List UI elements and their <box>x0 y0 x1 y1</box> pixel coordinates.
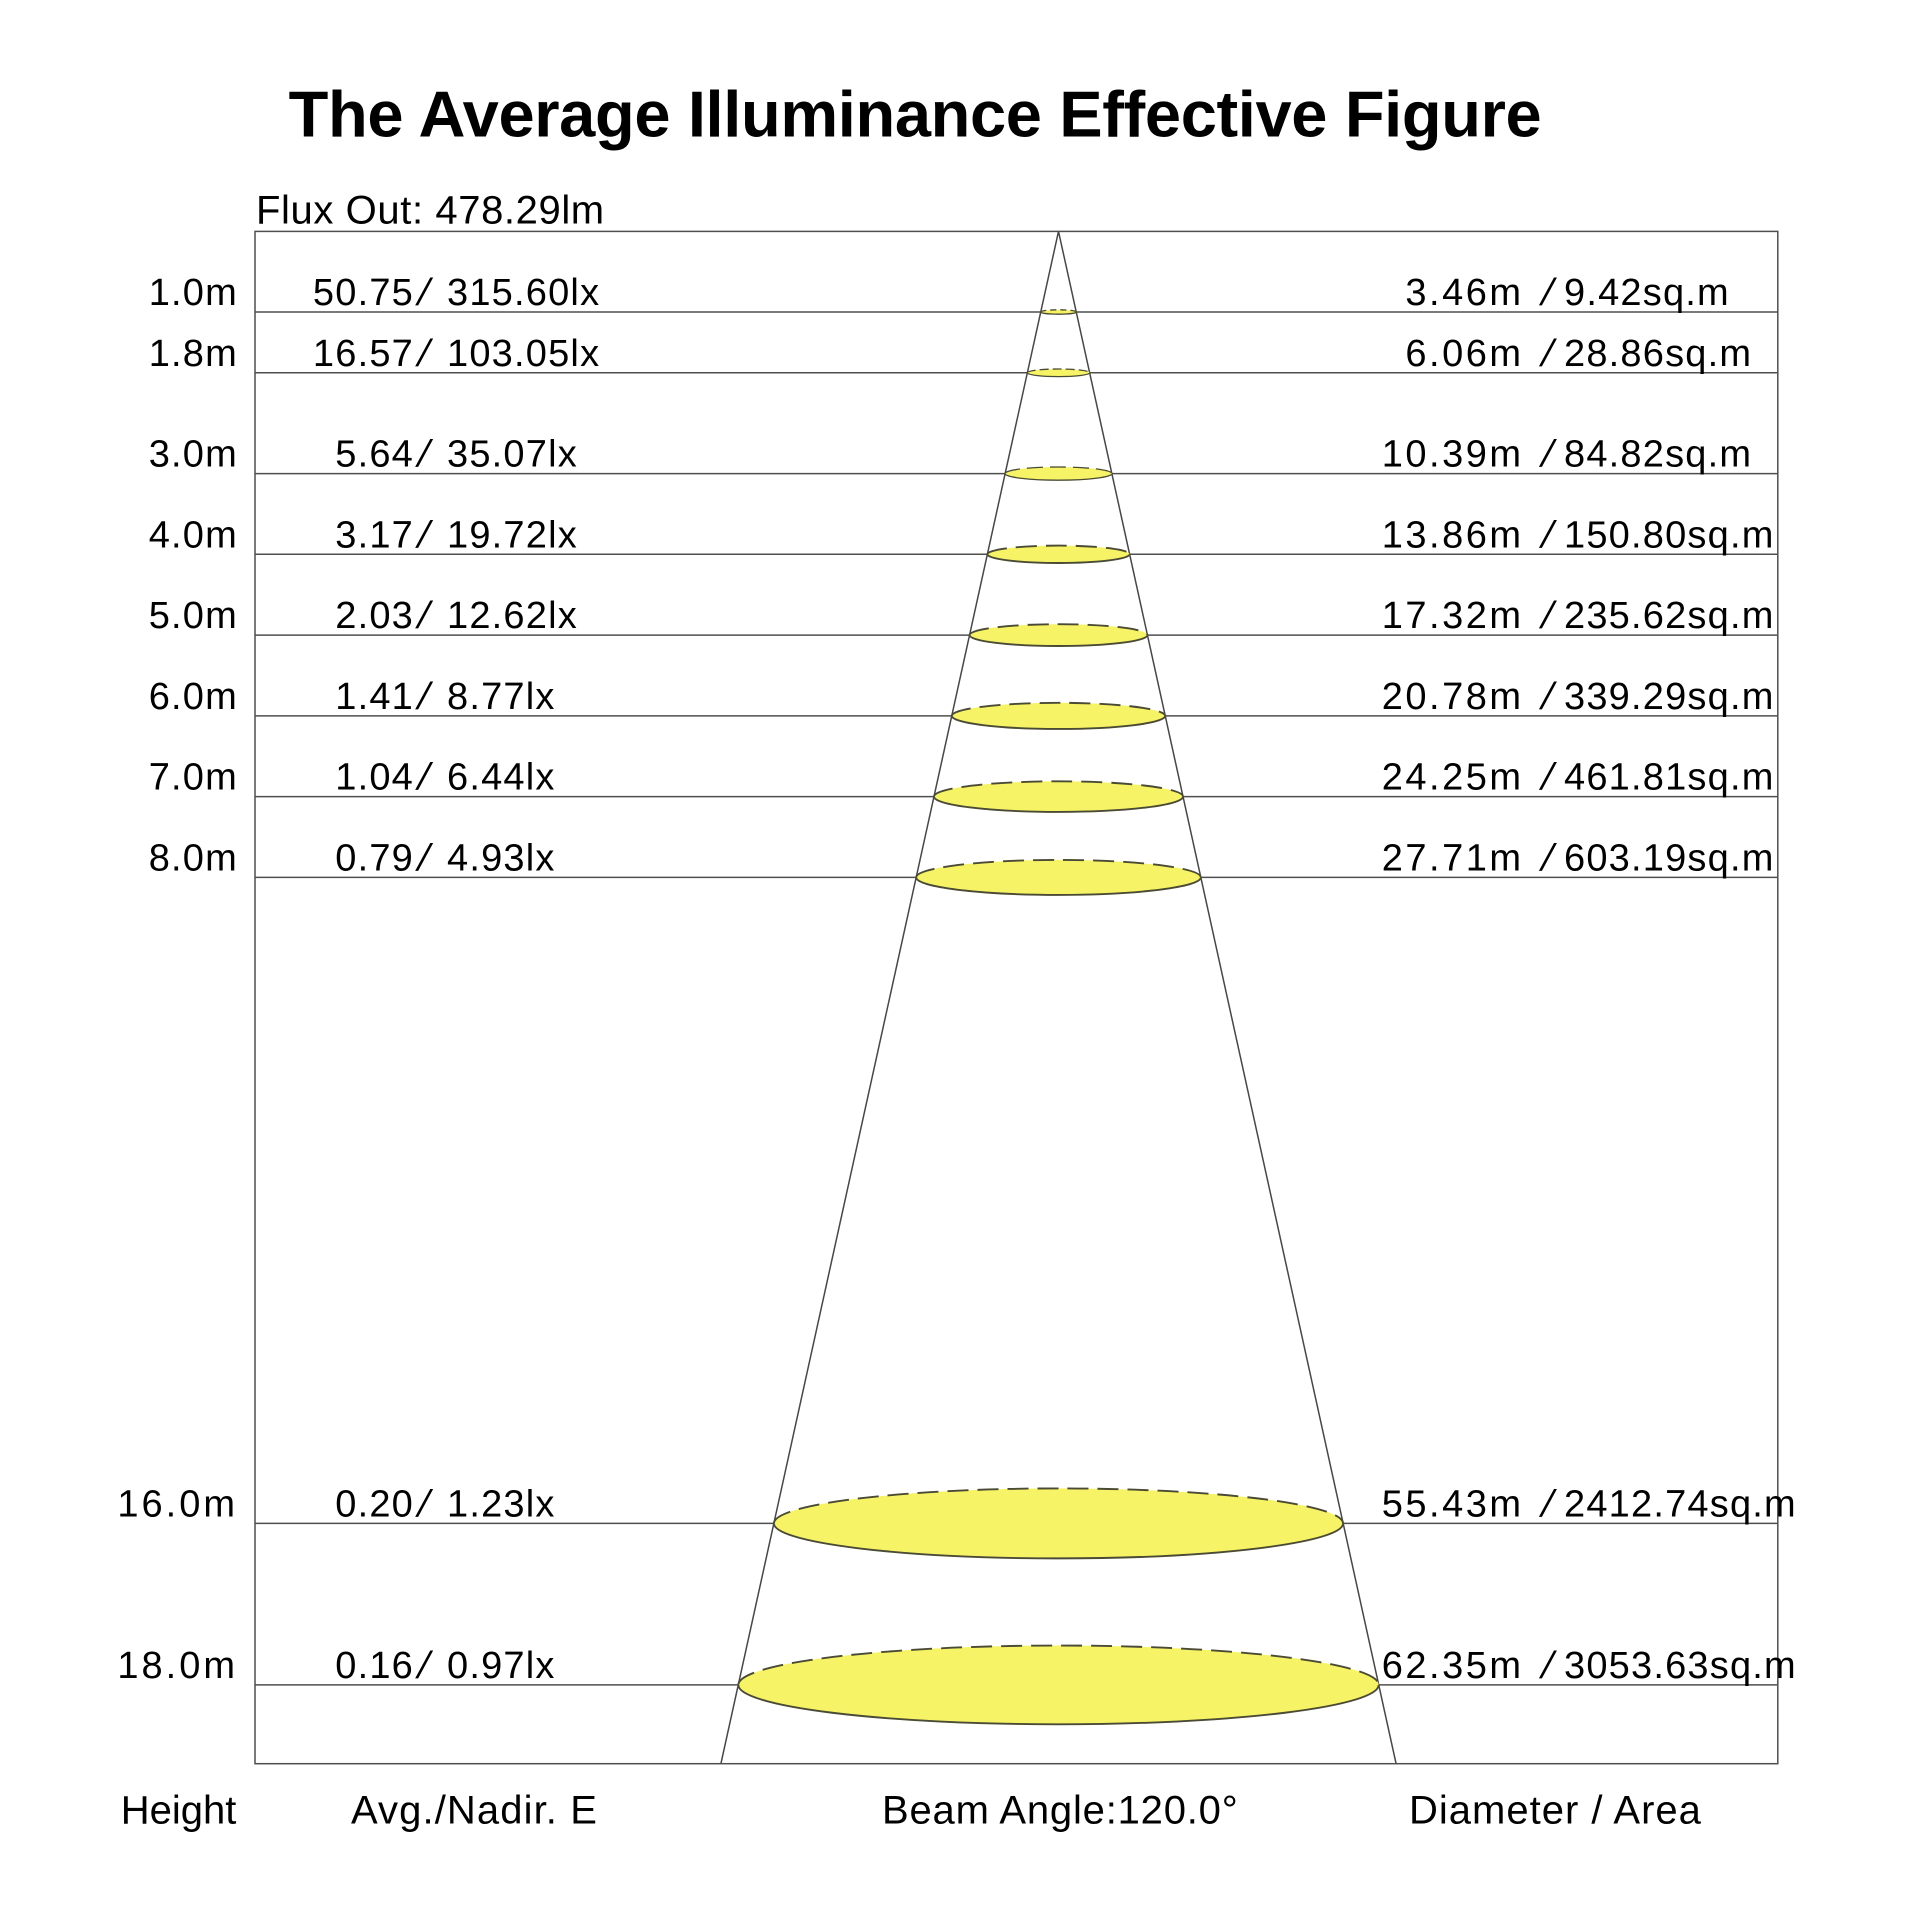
svg-text:/: / <box>413 1645 435 1687</box>
svg-text:3053.63sq.m: 3053.63sq.m <box>1564 1645 1797 1687</box>
svg-text:6.06m: 6.06m <box>1405 333 1523 375</box>
svg-text:55.43m: 55.43m <box>1382 1484 1524 1526</box>
svg-text:28.86sq.m: 28.86sq.m <box>1564 333 1752 375</box>
svg-text:6.0m: 6.0m <box>149 676 238 718</box>
svg-text:16.57: 16.57 <box>313 333 414 375</box>
svg-text:27.71m: 27.71m <box>1382 838 1524 880</box>
svg-text:5.64: 5.64 <box>335 434 414 476</box>
svg-text:/: / <box>413 756 435 798</box>
svg-text:16.0m: 16.0m <box>117 1484 238 1526</box>
svg-text:3.0m: 3.0m <box>149 434 238 476</box>
svg-text:8.0m: 8.0m <box>149 838 238 880</box>
svg-text:103.05lx: 103.05lx <box>447 333 600 375</box>
svg-text:/: / <box>1537 595 1559 637</box>
svg-text:150.80sq.m: 150.80sq.m <box>1564 514 1775 556</box>
svg-text:0.97lx: 0.97lx <box>447 1645 556 1687</box>
svg-text:/: / <box>1537 837 1559 879</box>
svg-text:20.78m: 20.78m <box>1382 676 1524 718</box>
svg-text:3.17: 3.17 <box>335 514 414 556</box>
svg-text:18.0m: 18.0m <box>117 1645 238 1687</box>
svg-text:235.62sq.m: 235.62sq.m <box>1564 595 1775 637</box>
svg-text:/: / <box>1537 756 1559 798</box>
svg-text:8.77lx: 8.77lx <box>447 676 556 718</box>
svg-text:3.46m: 3.46m <box>1405 272 1523 314</box>
svg-text:461.81sq.m: 461.81sq.m <box>1564 757 1775 799</box>
svg-text:24.25m: 24.25m <box>1382 757 1524 799</box>
svg-text:/: / <box>1537 1483 1559 1525</box>
svg-text:0.79: 0.79 <box>335 838 414 880</box>
svg-text:1.41: 1.41 <box>335 676 414 718</box>
svg-text:1.04: 1.04 <box>335 757 414 799</box>
svg-text:/: / <box>1537 332 1559 374</box>
svg-text:/: / <box>413 595 435 637</box>
svg-text:9.42sq.m: 9.42sq.m <box>1564 272 1730 314</box>
svg-text:12.62lx: 12.62lx <box>447 595 578 637</box>
svg-text:1.0m: 1.0m <box>149 272 238 314</box>
svg-text:315.60lx: 315.60lx <box>447 272 600 314</box>
svg-text:50.75: 50.75 <box>313 272 414 314</box>
svg-text:603.19sq.m: 603.19sq.m <box>1564 838 1775 880</box>
svg-text:84.82sq.m: 84.82sq.m <box>1564 434 1752 476</box>
svg-text:7.0m: 7.0m <box>149 757 238 799</box>
svg-text:4.0m: 4.0m <box>149 514 238 556</box>
svg-text:Beam Angle:120.0°: Beam Angle:120.0° <box>882 1788 1239 1832</box>
svg-text:2.03: 2.03 <box>335 595 414 637</box>
svg-text:0.16: 0.16 <box>335 1645 414 1687</box>
svg-text:Diameter / Area: Diameter / Area <box>1409 1788 1702 1832</box>
svg-text:/: / <box>413 676 435 718</box>
svg-text:6.44lx: 6.44lx <box>447 757 556 799</box>
svg-text:The Average Illuminance Effect: The Average Illuminance Effective Figure <box>289 78 1542 151</box>
svg-text:/: / <box>413 514 435 556</box>
svg-text:35.07lx: 35.07lx <box>447 434 578 476</box>
svg-text:Avg./Nadir. E: Avg./Nadir. E <box>351 1788 598 1832</box>
svg-text:1.23lx: 1.23lx <box>447 1484 556 1526</box>
svg-text:/: / <box>413 433 435 475</box>
svg-text:/: / <box>413 837 435 879</box>
svg-text:/: / <box>1537 676 1559 718</box>
svg-text:339.29sq.m: 339.29sq.m <box>1564 676 1775 718</box>
svg-text:Flux Out: 478.29lm: Flux Out: 478.29lm <box>256 189 605 233</box>
svg-text:/: / <box>413 1483 435 1525</box>
svg-text:13.86m: 13.86m <box>1382 514 1524 556</box>
svg-text:10.39m: 10.39m <box>1382 434 1524 476</box>
svg-text:2412.74sq.m: 2412.74sq.m <box>1564 1484 1797 1526</box>
svg-text:5.0m: 5.0m <box>149 595 238 637</box>
svg-text:Height: Height <box>121 1788 237 1832</box>
svg-text:/: / <box>1537 514 1559 556</box>
svg-text:/: / <box>1537 272 1559 314</box>
svg-text:/: / <box>413 332 435 374</box>
svg-text:/: / <box>1537 433 1559 475</box>
svg-text:62.35m: 62.35m <box>1382 1645 1524 1687</box>
svg-text:17.32m: 17.32m <box>1382 595 1524 637</box>
svg-text:/: / <box>413 272 435 314</box>
svg-text:19.72lx: 19.72lx <box>447 514 578 556</box>
svg-text:4.93lx: 4.93lx <box>447 838 556 880</box>
svg-text:/: / <box>1537 1645 1559 1687</box>
svg-text:0.20: 0.20 <box>335 1484 414 1526</box>
svg-text:1.8m: 1.8m <box>149 333 238 375</box>
